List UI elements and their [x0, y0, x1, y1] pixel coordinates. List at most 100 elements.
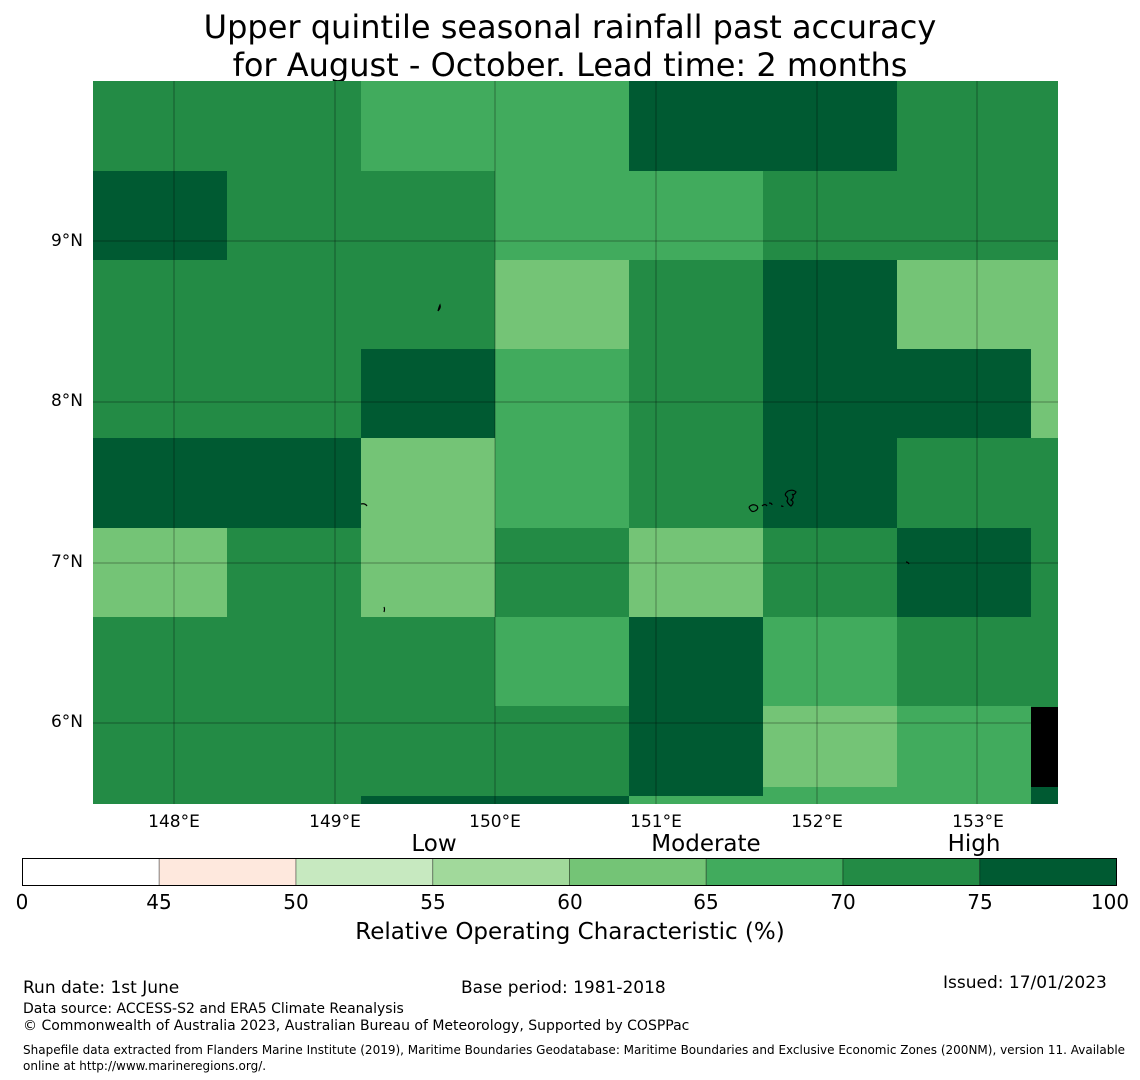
colorbar-segment — [705, 858, 844, 886]
lat-label-9n: 9°N — [50, 231, 83, 251]
grid-cell — [361, 171, 495, 260]
island-outline — [905, 561, 910, 565]
grid-cell — [495, 528, 629, 617]
colorbar-tick-75: 75 — [967, 890, 993, 914]
grid-cell — [629, 706, 763, 796]
grid-cell — [93, 171, 227, 260]
copyright-notice: © Commonwealth of Australia 2023, Austra… — [23, 1018, 690, 1034]
grid-cell — [93, 706, 227, 796]
grid-cell — [495, 617, 629, 706]
grid-cell — [1031, 260, 1058, 349]
grid-cell — [93, 260, 227, 349]
issued-date: Issued: 17/01/2023 — [943, 973, 1107, 993]
legend-category-high: High — [947, 831, 1001, 857]
lat-label-6n: 6°N — [50, 712, 83, 732]
colorbar — [22, 858, 1117, 886]
grid-cell — [93, 528, 227, 617]
grid-cell — [1031, 349, 1058, 438]
lat-label-8n: 8°N — [50, 391, 83, 411]
grid-cell — [629, 171, 763, 260]
grid-cell — [897, 706, 1031, 796]
grid-cell — [227, 349, 361, 438]
grid-cell — [763, 81, 897, 171]
grid-cell — [495, 796, 629, 804]
grid-cell — [629, 617, 763, 706]
chart-title-line1: Upper quintile seasonal rainfall past ac… — [203, 8, 937, 46]
grid-cell — [93, 796, 227, 804]
grid-cell — [361, 438, 495, 528]
grid-cell — [93, 438, 227, 528]
grid-cell — [1031, 438, 1058, 528]
lon-label-150e: 150°E — [469, 812, 521, 832]
island-outline — [768, 502, 773, 506]
lon-label-153e: 153°E — [952, 812, 1004, 832]
grid-cell — [763, 260, 897, 349]
accuracy-map — [93, 81, 1058, 804]
grid-cell — [629, 81, 763, 171]
colorbar-segment — [432, 858, 570, 886]
island-outline — [360, 503, 368, 507]
colorbar-tick-65: 65 — [693, 890, 719, 914]
grid-cell — [897, 796, 1031, 804]
colorbar-segment — [295, 858, 434, 886]
lon-label-152e: 152°E — [791, 812, 843, 832]
island-outline — [780, 505, 784, 508]
grid-cell — [763, 796, 897, 804]
grid-cell — [1031, 707, 1058, 787]
colorbar-tick-100: 100 — [1090, 890, 1130, 914]
data-source: Data source: ACCESS-S2 and ERA5 Climate … — [23, 1001, 404, 1017]
chart-title-line2: for August - October. Lead time: 2 month… — [232, 46, 908, 84]
legend-category-moderate: Moderate — [651, 831, 761, 857]
grid-cell — [361, 81, 495, 171]
grid-cell — [897, 349, 1031, 438]
grid-cell — [227, 81, 361, 171]
colorbar-title: Relative Operating Characteristic (%) — [355, 919, 785, 945]
grid-cell — [1031, 617, 1058, 706]
lon-label-148e: 148°E — [148, 812, 200, 832]
island-outline — [784, 489, 797, 507]
grid-cell — [495, 706, 629, 796]
grid-cell — [897, 528, 1031, 617]
grid-cell — [227, 260, 361, 349]
grid-cell — [495, 438, 629, 528]
grid-cell — [495, 81, 629, 171]
grid-cell — [629, 796, 763, 804]
shapefile-credit-line2: online at http://www.marineregions.org/. — [23, 1059, 267, 1073]
legend-category-low: Low — [411, 831, 457, 857]
grid-cell — [763, 171, 897, 260]
grid-cell — [495, 260, 629, 349]
grid-cell — [361, 796, 495, 804]
grid-cell — [227, 617, 361, 706]
lat-label-7n: 7°N — [50, 552, 83, 572]
colorbar-tick-50: 50 — [283, 890, 309, 914]
colorbar-tick-0: 0 — [15, 890, 29, 914]
grid-cell — [629, 349, 763, 438]
grid-cell — [897, 260, 1031, 349]
base-period: Base period: 1981-2018 — [461, 978, 666, 998]
map-grid — [93, 81, 1058, 804]
colorbar-tick-60: 60 — [557, 890, 583, 914]
colorbar-tick-45: 45 — [146, 890, 172, 914]
lon-label-151e: 151°E — [630, 812, 682, 832]
grid-cell — [897, 81, 1031, 171]
colorbar-segment — [158, 858, 297, 886]
grid-cell — [495, 349, 629, 438]
grid-cell — [1031, 171, 1058, 260]
grid-cell — [93, 349, 227, 438]
grid-cell — [227, 438, 361, 528]
colorbar-segment — [569, 858, 707, 886]
grid-cell — [763, 787, 897, 797]
shapefile-credit-line1: Shapefile data extracted from Flanders M… — [23, 1043, 1126, 1057]
grid-cell — [495, 171, 629, 260]
grid-cell — [227, 706, 361, 796]
grid-cell — [629, 260, 763, 349]
grid-cell — [1031, 787, 1058, 804]
island-outline — [437, 303, 441, 312]
grid-cell — [897, 171, 1031, 260]
colorbar-border — [22, 858, 1117, 886]
grid-cell — [227, 796, 361, 804]
grid-cell — [361, 528, 495, 617]
grid-cell — [227, 171, 361, 260]
grid-cell — [361, 617, 495, 706]
grid-cell — [1031, 81, 1058, 171]
